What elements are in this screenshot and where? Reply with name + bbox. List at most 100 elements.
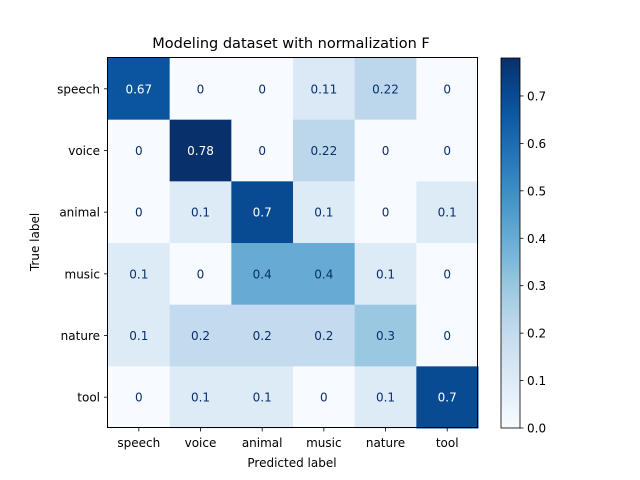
cell-value-label: 0	[135, 391, 143, 405]
heatmap-cell	[169, 58, 232, 121]
y-tick-label: music	[65, 267, 100, 281]
heatmap-cell	[231, 243, 294, 306]
heatmap-cell	[354, 366, 417, 429]
cell-value-label: 0.1	[376, 267, 395, 281]
heatmap-cell	[108, 181, 171, 244]
cell-value-label: 0	[320, 391, 328, 405]
cell-value-label: 0.3	[376, 329, 395, 343]
y-tick-label: voice	[68, 144, 100, 158]
cell-value-label: 0.1	[438, 206, 457, 220]
heatmap-cell	[416, 181, 479, 244]
heatmap-cell	[293, 243, 356, 306]
x-axis-ticks: speech voice animal music nature tool	[117, 428, 459, 450]
heatmap-cell	[416, 304, 479, 367]
y-tick-label: animal	[59, 206, 100, 220]
cell-value-label: 0.1	[314, 206, 333, 220]
cell-value-label: 0.1	[129, 267, 148, 281]
heatmap-cell	[231, 181, 294, 244]
heatmap-cell	[231, 304, 294, 367]
cell-value-label: 0.1	[129, 329, 148, 343]
cell-value-label: 0	[443, 267, 451, 281]
cell-value-label: 0.4	[314, 267, 333, 281]
heatmap-cell	[354, 181, 417, 244]
cell-value-label: 0.2	[253, 329, 272, 343]
heatmap-cell	[293, 58, 356, 121]
cell-value-label: 0.67	[125, 82, 152, 96]
heatmap-cell	[231, 119, 294, 182]
heatmap-cell	[416, 119, 479, 182]
heatmap-cell	[169, 181, 232, 244]
heatmap-cell	[354, 304, 417, 367]
heatmap-cell	[354, 58, 417, 121]
cell-value-label: 0	[197, 267, 205, 281]
heatmap-cell	[293, 304, 356, 367]
heatmap-cell	[293, 119, 356, 182]
cell-value-label: 0.1	[253, 391, 272, 405]
heatmap-cell	[108, 119, 171, 182]
x-axis-label: Predicted label	[247, 456, 336, 470]
heatmap-cell	[108, 366, 171, 429]
x-tick-label: tool	[436, 436, 459, 450]
x-tick-label: animal	[242, 436, 283, 450]
plot-frame	[107, 57, 478, 428]
heatmap-cell	[293, 181, 356, 244]
colorbar-tick-label: 0.7	[527, 89, 546, 103]
heatmap-cell	[169, 243, 232, 306]
colorbar-tick-label: 0.2	[527, 327, 546, 341]
colorbar-tick-label: 0.3	[527, 279, 546, 293]
colorbar-tick-label: 0.5	[527, 184, 546, 198]
y-axis-label: True label	[28, 213, 42, 272]
chart-title: Modeling dataset with normalization F	[152, 36, 429, 52]
heatmap-cell	[416, 243, 479, 306]
heatmap-cell	[108, 58, 171, 121]
heatmap-cell	[231, 366, 294, 429]
cell-value-label: 0	[135, 144, 143, 158]
x-tick-label: nature	[366, 436, 405, 450]
heatmap-cell	[354, 243, 417, 306]
cell-value-label: 0	[443, 144, 451, 158]
heatmap-cell	[354, 119, 417, 182]
cell-value-label: 0.1	[191, 391, 210, 405]
heatmap-cell	[416, 58, 479, 121]
heatmap-cell	[169, 304, 232, 367]
cell-value-label: 0	[443, 82, 451, 96]
cell-value-label: 0.22	[372, 82, 399, 96]
cell-value-label: 0	[135, 206, 143, 220]
cell-value-label: 0.1	[376, 391, 395, 405]
colorbar-tick-label: 0.1	[527, 374, 546, 388]
x-tick-label: voice	[185, 436, 217, 450]
cell-value-label: 0.1	[191, 206, 210, 220]
heatmap-cell	[169, 119, 232, 182]
heatmap-cell	[169, 366, 232, 429]
y-tick-label: tool	[77, 391, 100, 405]
heatmap-cell	[293, 366, 356, 429]
cell-value-label: 0.22	[310, 144, 337, 158]
cell-value-label: 0.2	[314, 329, 333, 343]
heatmap-cell	[231, 58, 294, 121]
x-tick-label: music	[306, 436, 341, 450]
heatmap-cell	[108, 304, 171, 367]
cell-value-label: 0	[197, 82, 205, 96]
y-tick-label: speech	[57, 82, 100, 96]
cell-value-label: 0	[382, 206, 390, 220]
cell-value-label: 0	[382, 144, 390, 158]
cell-value-label: 0	[443, 329, 451, 343]
heatmap-cells: 0.67 0 0 0.11 0.22 0 0 0.78 0 0.22 0 0 0 0.1 0.7 0.1 0 0.…	[108, 58, 479, 429]
heatmap-cell	[108, 243, 171, 306]
colorbar-gradient	[500, 57, 521, 429]
cell-value-label: 0.7	[253, 206, 272, 220]
heatmap-cell	[416, 366, 479, 429]
cell-value-label: 0.2	[191, 329, 210, 343]
cell-value-label: 0.78	[187, 144, 214, 158]
y-tick-label: nature	[61, 329, 100, 343]
x-tick-label: speech	[117, 436, 160, 450]
colorbar-tick-label: 0.0	[527, 422, 546, 436]
cell-value-label: 0.11	[310, 82, 337, 96]
colorbar-tick-label: 0.4	[527, 232, 546, 246]
cell-value-label: 0	[258, 144, 266, 158]
cell-value-label: 0	[258, 82, 266, 96]
colorbar-tick-label: 0.6	[527, 137, 546, 151]
cell-value-label: 0.7	[438, 391, 457, 405]
y-axis-ticks: speech voice animal music nature tool	[57, 82, 108, 405]
